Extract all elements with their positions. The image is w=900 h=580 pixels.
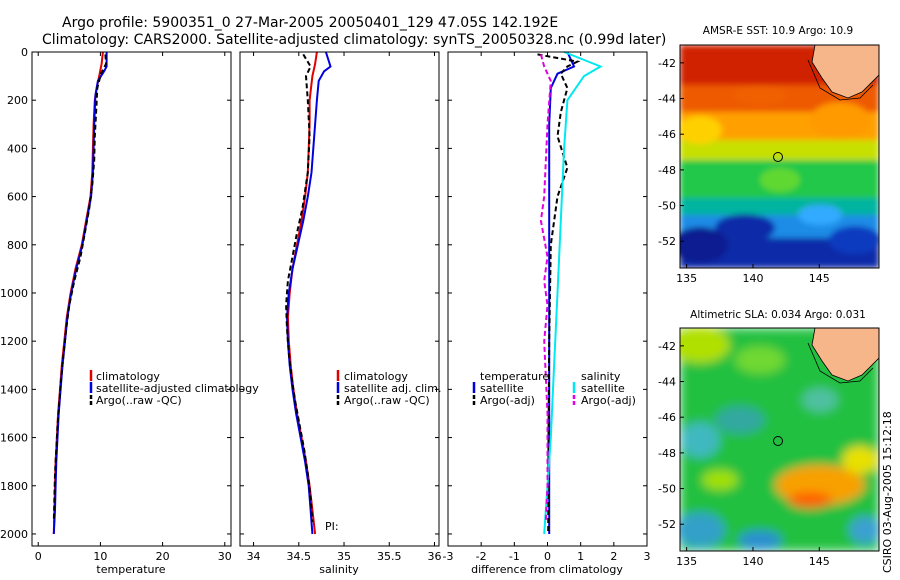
map-y-tick-label: -46	[658, 411, 676, 424]
y-tick-label: 400	[7, 142, 28, 155]
map-y-tick-label: -52	[658, 518, 676, 531]
salinity-frame	[240, 52, 439, 546]
figure-title-line1: Argo profile: 5900351_0 27-Mar-2005 2005…	[62, 15, 558, 31]
difference-legend-temperature: temperature satellite Argo(-adj)	[474, 370, 549, 407]
y-tick-label: 200	[7, 94, 28, 107]
pi-label: PI:	[325, 520, 339, 533]
difference-legend-salinity: salinity satellite Argo(-adj)	[574, 370, 636, 407]
x-tick-label: 34.5	[287, 550, 312, 563]
series-climatology	[54, 52, 103, 534]
map-x-tick-label: 145	[809, 555, 830, 568]
x-tick-label: 35.5	[377, 550, 402, 563]
temperature-series	[54, 52, 107, 534]
difference-xlabel: difference from climatology	[471, 563, 623, 576]
x-tick-label: 0	[35, 550, 42, 563]
sla-map: Altimetric SLA: 0.034 Argo: 0.031	[658, 309, 881, 568]
legend-label-argo: Argo(..raw -QC)	[344, 394, 430, 407]
x-tick-label: 0	[544, 550, 551, 563]
temperature-axis-ticks: 0 10 20 30 0 200 400 600 800 1000 1200 1400 1600 1800…	[0, 46, 232, 563]
x-tick-label: 2	[610, 550, 617, 563]
salinity-xlabel: salinity	[319, 563, 359, 576]
temperature-panel: 0 10 20 30 0 200 400 600 800 1000 1200 1400 1600 1800…	[0, 46, 259, 576]
map-x-tick-label: 135	[676, 272, 697, 285]
x-tick-label: 10	[93, 550, 107, 563]
difference-series	[538, 52, 601, 534]
y-tick-label: 0	[21, 46, 28, 59]
salinity-panel: 34 34.5 35 35.5 36 salinity PI: climatology …	[240, 52, 441, 576]
map-y-tick-label: -48	[658, 447, 676, 460]
map-y-tick-label: -44	[658, 376, 676, 389]
x-tick-label: 36	[427, 550, 441, 563]
difference-panel: -3 -2 -1 0 1 2 3 difference from climatology t…	[443, 52, 651, 576]
x-tick-label: -3	[443, 550, 454, 563]
sla-field	[670, 324, 881, 551]
series-temperature-satellite	[549, 52, 574, 534]
map-x-tick-label: 135	[676, 555, 697, 568]
map-y-tick-label: -50	[658, 483, 676, 496]
sst-map-title: AMSR-E SST: 10.9 Argo: 10.9	[703, 25, 853, 37]
temperature-frame	[32, 52, 231, 546]
x-tick-label: 34	[247, 550, 261, 563]
map-y-tick-label: -52	[658, 235, 676, 248]
figure: Argo profile: 5900351_0 27-Mar-2005 2005…	[0, 0, 900, 580]
salinity-legend: climatology satellite adj. clim. Argo(..…	[338, 370, 441, 407]
temperature-xlabel: temperature	[96, 563, 165, 576]
series-argo-raw-qc	[54, 54, 106, 522]
salinity-series	[286, 52, 330, 534]
x-tick-label: 35	[337, 550, 351, 563]
x-tick-label: 20	[156, 550, 170, 563]
series-satellite-adjusted-climatology	[54, 52, 107, 534]
sla-map-title: Altimetric SLA: 0.034 Argo: 0.031	[690, 309, 866, 321]
y-tick-label: 1200	[0, 335, 28, 348]
legend-label-temp-argo: Argo(-adj)	[480, 394, 535, 407]
map-x-tick-label: 140	[742, 555, 763, 568]
y-tick-label: 2000	[0, 528, 28, 541]
map-y-tick-label: -50	[658, 200, 676, 213]
temperature-legend: climatology satellite-adjusted climatolo…	[91, 370, 259, 407]
map-y-tick-label: -46	[658, 128, 676, 141]
x-tick-label: -2	[476, 550, 487, 563]
figure-title-line2: Climatology: CARS2000. Satellite-adjuste…	[42, 32, 666, 48]
salinity-axis-ticks: 34 34.5 35 35.5 36	[240, 52, 441, 563]
y-tick-label: 1800	[0, 480, 28, 493]
map-y-tick-label: -48	[658, 164, 676, 177]
y-tick-label: 800	[7, 239, 28, 252]
map-y-tick-label: -42	[658, 57, 676, 70]
x-tick-label: 1	[577, 550, 584, 563]
series-climatology	[288, 52, 317, 534]
legend-label-argo: Argo(..raw -QC)	[96, 394, 182, 407]
map-y-tick-label: -42	[658, 340, 676, 353]
map-x-tick-label: 140	[742, 272, 763, 285]
y-tick-label: 1000	[0, 287, 28, 300]
y-tick-label: 1400	[0, 383, 28, 396]
y-tick-label: 1600	[0, 432, 28, 445]
series-salinity-satellite	[544, 52, 600, 534]
x-tick-label: 3	[644, 550, 651, 563]
map-x-tick-label: 145	[809, 272, 830, 285]
y-tick-label: 600	[7, 191, 28, 204]
sst-map: AMSR-E SST: 10.9 Argo: 10.9	[658, 25, 881, 285]
map-y-tick-label: -44	[658, 93, 676, 106]
legend-label-sal-argo: Argo(-adj)	[581, 394, 636, 407]
x-tick-label: 30	[218, 550, 232, 563]
timestamp-label: CSIRO 03-Aug-2005 15:12:18	[881, 411, 894, 573]
sst-field	[672, 45, 881, 268]
x-tick-label: -1	[509, 550, 520, 563]
